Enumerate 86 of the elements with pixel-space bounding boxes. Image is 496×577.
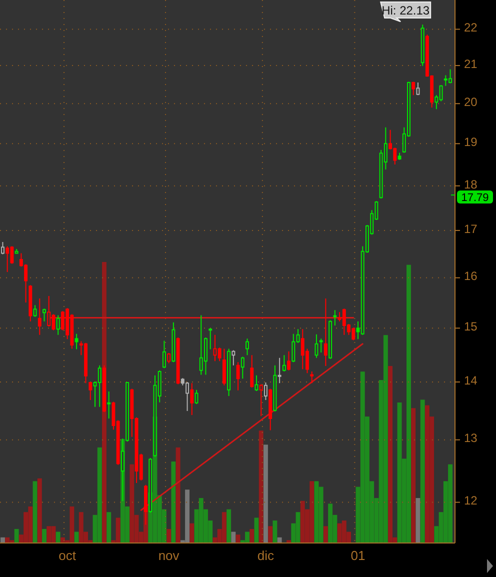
- candlestick: [28, 284, 32, 322]
- candlestick: [324, 298, 328, 366]
- candlestick: [56, 314, 60, 336]
- y-tick-label: 19: [464, 135, 478, 150]
- candlestick: [292, 333, 296, 363]
- candlestick: [420, 24, 424, 66]
- candlestick: [333, 310, 337, 326]
- bar: [97, 447, 102, 543]
- x-tick-label: dic: [257, 548, 275, 563]
- y-tick-label: 12: [464, 494, 478, 508]
- bar: [323, 526, 328, 543]
- candlestick: [6, 246, 10, 272]
- candlestick: [208, 328, 212, 350]
- candlestick: [38, 298, 42, 336]
- bar: [42, 528, 46, 543]
- candlestick: [268, 388, 272, 431]
- bar: [388, 366, 393, 543]
- candlestick: [416, 82, 420, 96]
- candlestick: [74, 333, 78, 350]
- candlestick: [250, 354, 254, 388]
- x-tick-label: oct: [58, 548, 76, 563]
- y-tick-label: 17: [464, 222, 478, 236]
- candlestick: [102, 364, 106, 413]
- candlestick: [287, 350, 291, 371]
- bar: [0, 537, 5, 543]
- bar: [268, 526, 273, 543]
- candlestick: [33, 304, 37, 318]
- bar: [236, 534, 240, 543]
- bar: [106, 512, 112, 543]
- bar: [56, 532, 60, 543]
- bar: [258, 430, 264, 543]
- candlestick: [310, 370, 314, 384]
- bar: [190, 523, 194, 543]
- candlestick: [246, 338, 249, 356]
- candlestick: [227, 348, 231, 397]
- x-tick-label: nov: [158, 548, 180, 563]
- bar: [420, 400, 425, 543]
- y-tick-label: 20: [464, 95, 478, 110]
- y-tick-label: 14: [464, 373, 478, 388]
- bar: [176, 447, 180, 543]
- candlestick: [194, 389, 198, 405]
- bar: [5, 537, 10, 543]
- bar: [231, 532, 236, 543]
- candlestick: [190, 382, 194, 416]
- ref-line-label: 17.79: [461, 192, 489, 204]
- bar: [286, 540, 292, 543]
- candlestick: [398, 152, 402, 160]
- bar: [383, 335, 388, 543]
- bar: [46, 526, 52, 543]
- bar: [222, 512, 226, 543]
- candlestick: [319, 338, 323, 353]
- bar: [272, 520, 278, 543]
- candlestick: [222, 348, 226, 386]
- candlestick: [126, 381, 130, 442]
- bar: [14, 528, 19, 543]
- candlestick: [107, 391, 111, 419]
- candlestick: [176, 337, 180, 385]
- bar: [32, 481, 38, 543]
- bar: [166, 528, 172, 543]
- x-tick-label: 01: [350, 548, 366, 563]
- bar: [37, 478, 42, 543]
- bar: [416, 498, 420, 543]
- y-tick-label: 15: [464, 320, 478, 334]
- candlestick: [236, 362, 240, 391]
- y-tick-label: 13: [464, 431, 478, 446]
- bar: [277, 537, 282, 543]
- candlestick: [240, 356, 244, 380]
- y-tick-label: 21: [464, 56, 478, 71]
- bar: [250, 528, 254, 543]
- candlestick: [88, 381, 92, 401]
- y-tick-label: 22: [464, 20, 478, 35]
- y-tick-label: 18: [464, 177, 478, 192]
- bar: [171, 462, 176, 543]
- candlestick: [412, 81, 416, 96]
- bar: [328, 504, 333, 543]
- y-tick-label: 16: [464, 269, 478, 284]
- annotation: Hi: 22.13: [382, 4, 430, 18]
- bar: [263, 444, 268, 543]
- candlestick: [14, 248, 18, 254]
- bar: [74, 532, 79, 543]
- candlestick: [314, 334, 318, 358]
- candlestick: [282, 354, 286, 372]
- bar: [226, 509, 232, 543]
- candlestick: [328, 320, 332, 360]
- candlestick: [98, 364, 102, 408]
- bar: [411, 408, 416, 543]
